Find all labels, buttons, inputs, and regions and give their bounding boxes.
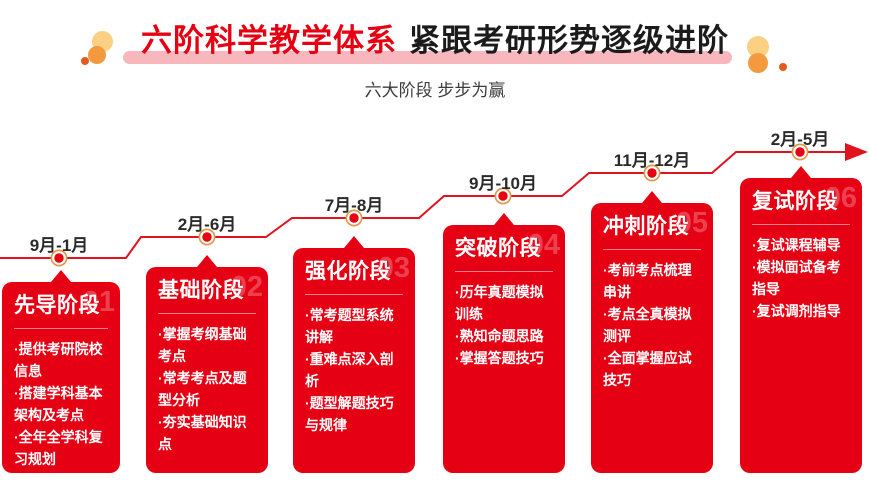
stage-number-watermark: 05 (675, 207, 708, 239)
timeline-dot (198, 228, 216, 246)
stage-item: ·常考考点及题型分析 (158, 370, 247, 408)
stage-date: 2月-6月 (177, 215, 237, 234)
stage-card: 05 冲刺阶段 ·考前考点梳理串讲 ·考点全真模拟测评 ·全面掌握应试技巧 (591, 191, 713, 473)
stage-item: ·掌握考纲基础考点 (158, 326, 247, 364)
stage-title: 先导阶段 (14, 294, 100, 317)
stage-title: 冲刺阶段 (603, 215, 689, 238)
stage-item-list: ·掌握考纲基础考点 ·常考考点及题型分析 ·夯实基础知识点 (158, 323, 256, 455)
card-pointer-icon (494, 213, 514, 225)
stage-item-list: ·提供考研院校信息 ·搭建学科基本架构及考点 ·全年全学科复习规划 (14, 338, 108, 470)
stage-item: ·考前考点梳理串讲 (603, 262, 692, 300)
decor-dot-left-orange-icon (88, 46, 106, 64)
page-title: 六阶科学教学体系 紧跟考研形势逐级进阶 (0, 22, 870, 60)
stage-divider (14, 328, 108, 329)
timeline-line (0, 151, 848, 259)
decor-dot-right-orange-icon (748, 53, 768, 73)
stage-date: 2月-5月 (770, 130, 830, 149)
timeline-dot (50, 249, 68, 267)
stage-item: ·夯实基础知识点 (158, 414, 247, 452)
stage-card: 04 突破阶段 ·历年真题模拟训练 ·熟知命题思路 ·掌握答题技巧 (443, 213, 565, 473)
stage-title: 突破阶段 (455, 237, 541, 260)
stage-item: ·历年真题模拟训练 (455, 284, 544, 322)
stage-number-watermark: 02 (230, 271, 263, 303)
stage-title: 强化阶段 (305, 260, 391, 283)
stage-item: ·重难点深入剖析 (305, 351, 394, 389)
stage-date: 11月-12月 (613, 151, 691, 170)
stage-number-watermark: 03 (377, 252, 410, 284)
stage-item: ·全年全学科复习规划 (14, 429, 103, 467)
stage-title: 基础阶段 (158, 279, 244, 302)
timeline-dot (643, 164, 661, 182)
stage-item: ·题型解题技巧与规律 (305, 395, 394, 433)
stage-date: 7月-8月 (324, 196, 384, 215)
stage-number-watermark: 06 (824, 182, 857, 214)
timeline-dot (345, 209, 363, 227)
stage-item: ·掌握答题技巧 (455, 350, 544, 366)
title-highlight-bar (123, 51, 732, 64)
timeline-dot (494, 187, 512, 205)
stage-item: ·提供考研院校信息 (14, 341, 103, 379)
stage-card: 01 先导阶段 ·提供考研院校信息 ·搭建学科基本架构及考点 ·全年全学科复习规… (2, 270, 120, 473)
stage-divider (158, 313, 256, 314)
card-pointer-icon (197, 255, 217, 267)
stage-divider (455, 271, 553, 272)
page-title-dark: 紧跟考研形势逐级进阶 (409, 23, 729, 58)
stage-item: ·考点全真模拟测评 (603, 306, 692, 344)
stage-item-list: ·复试课程辅导 ·模拟面试备考指导 ·复试调剂指导 (752, 234, 850, 322)
decor-dot-right-light-icon (747, 36, 769, 58)
card-pointer-icon (51, 270, 71, 282)
stage-number-watermark: 01 (82, 286, 115, 318)
stage-card: 06 复试阶段 ·复试课程辅导 ·模拟面试备考指导 ·复试调剂指导 (740, 166, 862, 473)
timeline-dot (791, 143, 809, 161)
stage-divider (603, 249, 701, 250)
stage-item: ·常考题型系统讲解 (305, 307, 394, 345)
stage-item: ·熟知命题思路 (455, 328, 544, 344)
decor-dot-right-small-icon (779, 63, 787, 71)
stage-divider (752, 224, 850, 225)
stage-item-list: ·常考题型系统讲解 ·重难点深入剖析 ·题型解题技巧与规律 (305, 304, 403, 436)
stage-item: ·复试课程辅导 (752, 237, 841, 253)
subtitle: 六大阶段 步步为赢 (364, 81, 506, 100)
stage-title: 复试阶段 (752, 190, 838, 213)
stage-date: 9月-1月 (29, 236, 89, 255)
card-pointer-icon (642, 191, 662, 203)
stage-card: 03 强化阶段 ·常考题型系统讲解 ·重难点深入剖析 ·题型解题技巧与规律 (293, 236, 415, 473)
page-title-red: 六阶科学教学体系 (141, 23, 397, 58)
stage-date: 9月-10月 (468, 174, 538, 193)
stage-item: ·复试调剂指导 (752, 303, 841, 319)
card-pointer-icon (344, 236, 364, 248)
stage-item: ·全面掌握应试技巧 (603, 350, 692, 388)
stage-number-watermark: 04 (527, 229, 560, 261)
decor-dot-left-small-icon (81, 57, 89, 65)
stage-item: ·搭建学科基本架构及考点 (14, 385, 103, 423)
stage-card: 02 基础阶段 ·掌握考纲基础考点 ·常考考点及题型分析 ·夯实基础知识点 (146, 255, 268, 473)
card-pointer-icon (791, 166, 811, 178)
stage-item-list: ·历年真题模拟训练 ·熟知命题思路 ·掌握答题技巧 (455, 281, 553, 369)
timeline-arrow-icon (845, 143, 868, 161)
stage-item-list: ·考前考点梳理串讲 ·考点全真模拟测评 ·全面掌握应试技巧 (603, 259, 701, 391)
stage-item: ·模拟面试备考指导 (752, 259, 841, 297)
stage-divider (305, 294, 403, 295)
